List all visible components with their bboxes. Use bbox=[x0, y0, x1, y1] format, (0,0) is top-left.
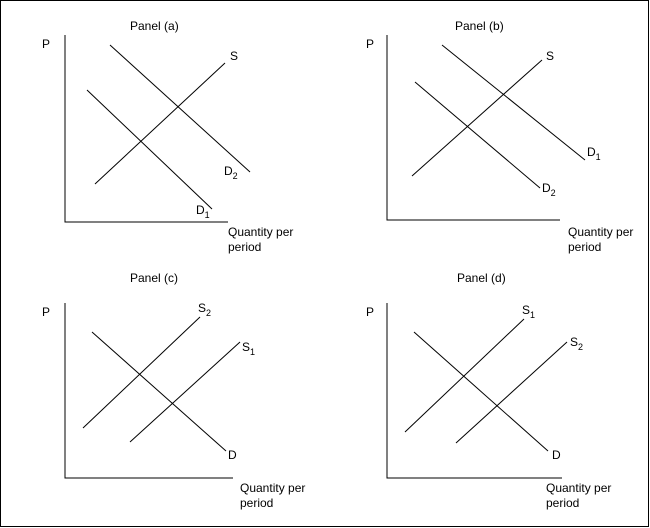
panel-c-supply-curve-s1 bbox=[129, 341, 241, 443]
panel-b-title: Panel (b) bbox=[455, 19, 504, 33]
panel-a-label-d2: D2 bbox=[224, 164, 238, 181]
panel-a-x-axis-label-line1: Quantity per bbox=[228, 225, 293, 239]
panel-d: Panel (d) P S1 S2 D Quantity per period bbox=[366, 271, 611, 510]
panel-b-supply-curve-s bbox=[411, 59, 543, 177]
panel-a-supply-curve-s bbox=[94, 62, 226, 185]
panel-c-x-axis-label-line1: Quantity per bbox=[240, 481, 305, 495]
panel-d-title: Panel (d) bbox=[457, 271, 506, 285]
panel-a-axes bbox=[64, 35, 228, 223]
panel-b-label-d1: D1 bbox=[587, 145, 601, 162]
panel-d-axes bbox=[386, 303, 562, 479]
panel-a-x-axis-label-line2: period bbox=[228, 240, 261, 254]
panel-c-y-axis-label: P bbox=[42, 305, 50, 319]
panel-c-axes bbox=[64, 303, 233, 479]
panel-b-x-axis-label-line2: period bbox=[568, 240, 601, 254]
panel-b-demand-curve-d2 bbox=[414, 81, 541, 189]
panel-c-supply-curve-s2 bbox=[82, 316, 201, 429]
panel-c: Panel (c) P S2 S1 D Quantity per period bbox=[42, 271, 305, 510]
panel-c-x-axis-label-line2: period bbox=[240, 496, 273, 510]
panel-b-label-s: S bbox=[546, 49, 554, 63]
panel-a: Panel (a) P S D2 D1 Quantity per period bbox=[42, 19, 293, 254]
panel-a-label-d1: D1 bbox=[196, 203, 210, 220]
panel-b: Panel (b) P S D1 D2 Quantity per period bbox=[366, 19, 633, 254]
panel-a-demand-curve-d1 bbox=[86, 89, 213, 210]
panel-a-demand-curve-d2 bbox=[109, 44, 251, 173]
panel-d-y-axis-label: P bbox=[366, 305, 374, 319]
panel-b-x-axis-label-line1: Quantity per bbox=[568, 225, 633, 239]
panel-c-demand-curve-d bbox=[91, 331, 227, 452]
panel-b-label-d2: D2 bbox=[542, 181, 556, 198]
panel-d-label-d: D bbox=[552, 448, 561, 462]
panel-d-label-s1: S1 bbox=[522, 303, 535, 320]
panel-d-supply-curve-s2 bbox=[455, 341, 568, 444]
panel-d-x-axis-label-line2: period bbox=[546, 496, 579, 510]
panel-d-supply-curve-s1 bbox=[404, 318, 525, 433]
panel-d-demand-curve-d bbox=[413, 331, 549, 452]
panel-b-demand-curve-d1 bbox=[441, 44, 586, 161]
panel-a-label-s: S bbox=[230, 49, 238, 63]
panel-c-label-s2: S2 bbox=[198, 301, 211, 318]
panel-a-y-axis-label: P bbox=[42, 37, 50, 51]
panel-a-title: Panel (a) bbox=[130, 19, 179, 33]
panel-d-x-axis-label-line1: Quantity per bbox=[546, 481, 611, 495]
panel-b-y-axis-label: P bbox=[366, 37, 374, 51]
panel-b-axes bbox=[386, 35, 560, 221]
panel-c-label-d: D bbox=[228, 448, 237, 462]
panel-c-title: Panel (c) bbox=[130, 271, 178, 285]
panel-d-label-s2: S2 bbox=[570, 335, 583, 352]
panel-c-label-s1: S1 bbox=[242, 340, 255, 357]
